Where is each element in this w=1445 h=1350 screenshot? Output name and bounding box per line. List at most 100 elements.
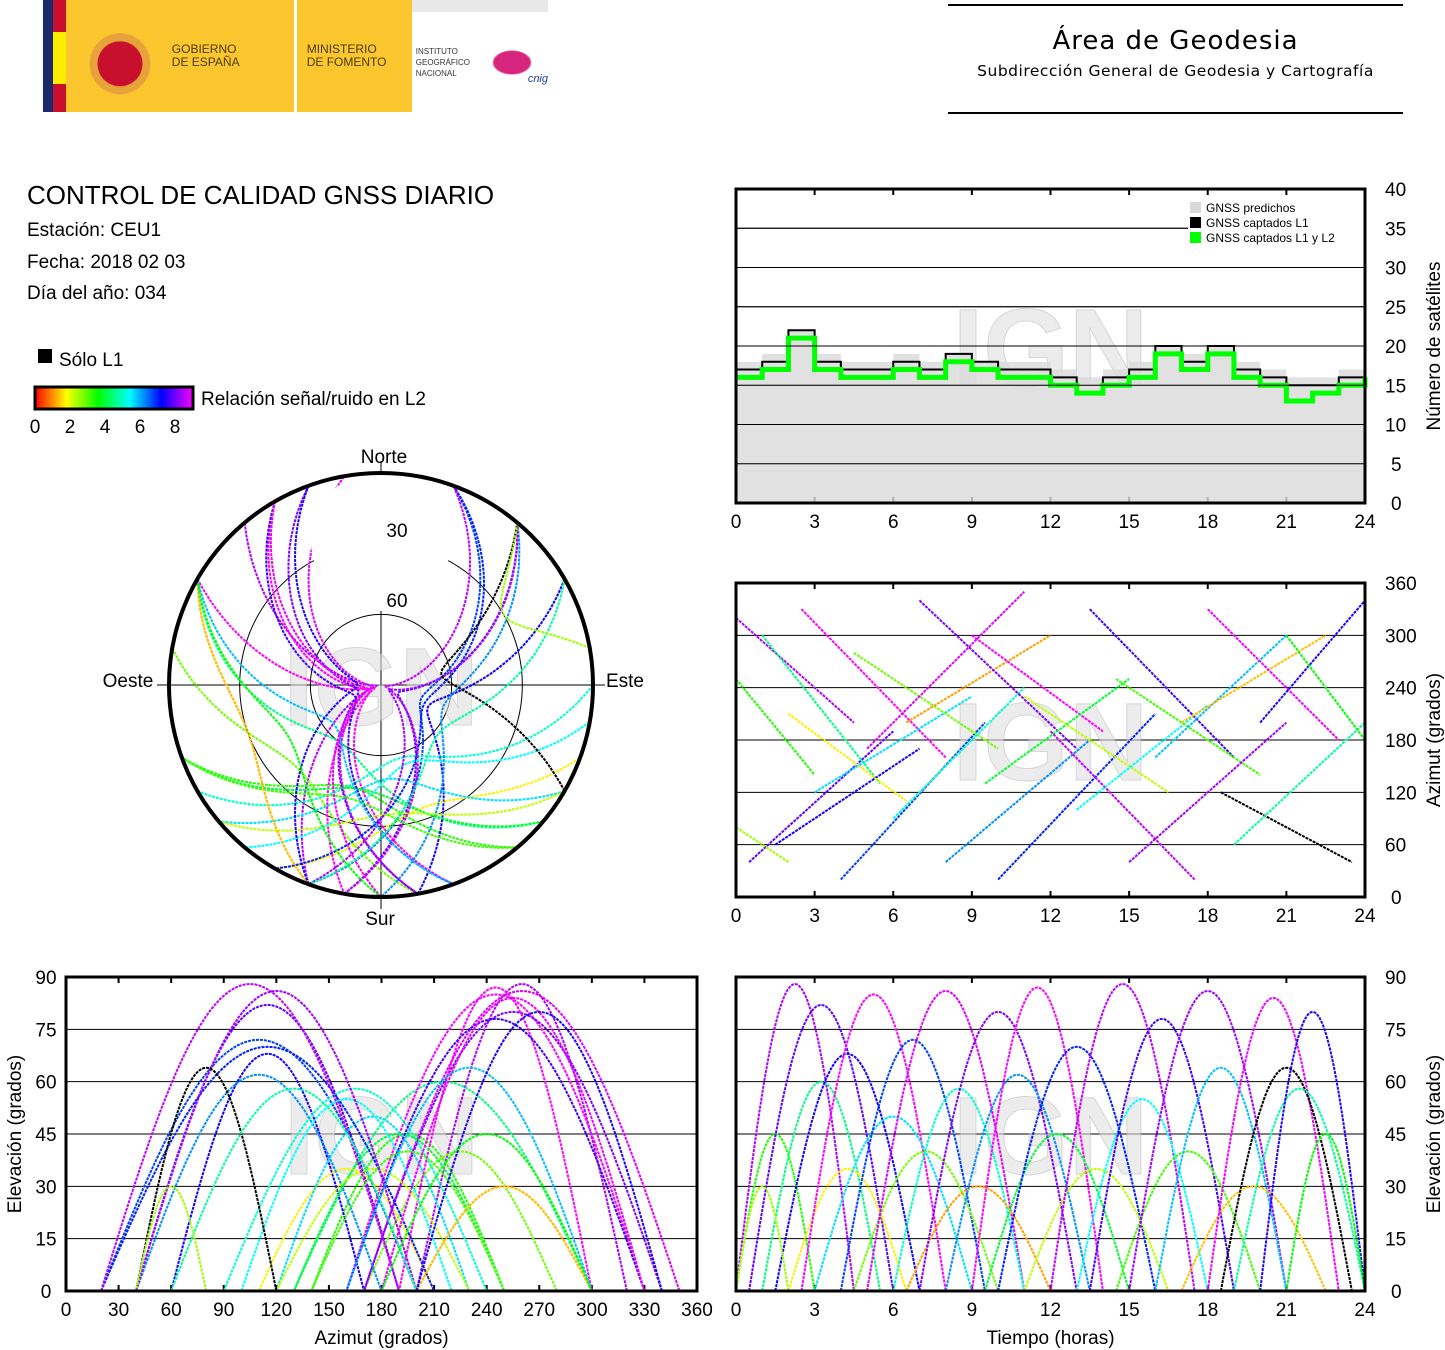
satellite-track: [1154, 1066, 1288, 1292]
satellite-track: [1128, 989, 1288, 1292]
legend-swatch: [1190, 217, 1201, 228]
x-tick-label: 210: [418, 1300, 450, 1321]
satellite-track: [135, 989, 418, 1292]
y-tick-label: 90: [1385, 968, 1406, 989]
y-tick-label: 20: [1385, 337, 1406, 358]
date-label: Fecha: 2018 02 03: [27, 252, 185, 273]
satellite-track: [196, 578, 382, 898]
report-title: CONTROL DE CALIDAD GNSS DIARIO: [27, 180, 494, 210]
x-tick-label: 60: [161, 1300, 182, 1321]
satellite-track: [918, 599, 1078, 750]
satellite-track: [1207, 608, 1340, 741]
satellite-track: [380, 1132, 593, 1292]
snr-tick: 4: [100, 417, 111, 438]
y-tick-label: 25: [1385, 298, 1406, 319]
chart-satcount: 0 5 10 15 20 25 30 35 40 0 3 6 9 12 15 18 21 24 Número de …: [731, 180, 1445, 533]
satellite-track: [135, 1185, 208, 1292]
x-tick-label: 3: [809, 512, 820, 533]
satellite-track: [1049, 982, 1196, 1292]
cnig-logo-icon: cnig: [488, 39, 548, 85]
satellite-track: [761, 634, 881, 785]
satellite-track: [839, 1038, 986, 1292]
satellite-track: [918, 1010, 1078, 1292]
satellite-track: [905, 634, 1052, 724]
satellite-track: [814, 695, 973, 794]
satellite-track: [1285, 634, 1366, 741]
solo-l1-swatch: [38, 349, 52, 363]
y-tick-label: 30: [1385, 259, 1406, 280]
chart-azimuth_time: 0 60 120 180 240 300 360 0 3 6 9 12 15 18 21 24 Azimut (…: [731, 574, 1445, 927]
satellite-track: [171, 647, 419, 895]
x-tick-label: 150: [313, 1300, 345, 1321]
satellite-track: [984, 678, 1130, 785]
ign-watermark: IGN: [283, 626, 479, 749]
plot-border: [64, 975, 699, 1293]
satellite-track: [267, 501, 454, 886]
satellite-track: [866, 590, 1026, 750]
x-tick-label: 3: [809, 906, 820, 927]
y-axis-label: Número de satélites: [1424, 262, 1445, 431]
y-tick-label: 10: [1385, 416, 1406, 437]
x-tick-label: 12: [1040, 1300, 1061, 1321]
x-tick-label: 9: [967, 512, 978, 533]
x-tick-label: 240: [471, 1300, 503, 1321]
area-subtitle: Subdirección General de Geodesia y Carto…: [977, 62, 1374, 80]
satellite-track: [269, 501, 382, 898]
satellite-track: [1259, 1010, 1366, 1292]
satellite-track: [1023, 695, 1169, 794]
satellite-track: [415, 1010, 663, 1292]
x-tick-label: 3: [809, 1300, 820, 1321]
station-label: Estación: CEU1: [27, 220, 161, 241]
satellite-track: [345, 1066, 593, 1292]
satellite-track: [944, 1073, 1091, 1292]
west-label: Oeste: [103, 671, 154, 692]
satellite-track: [1285, 1132, 1366, 1292]
ign-watermark: IGN: [953, 1075, 1149, 1198]
x-tick-label: 300: [576, 1300, 608, 1321]
legend-label: GNSS captados L1: [1206, 216, 1309, 230]
x-tick-label: 21: [1276, 1300, 1297, 1321]
satellite-track: [380, 996, 646, 1292]
satellite-track: [971, 634, 1104, 733]
satellite-track: [1089, 608, 1235, 759]
satellite-track: [196, 578, 454, 886]
satellite-track: [735, 617, 855, 724]
snr-tick: 2: [65, 417, 76, 438]
y-tick-label: 0: [1391, 1282, 1402, 1303]
satellite-track: [774, 747, 921, 846]
x-tick-label: 30: [108, 1300, 129, 1321]
y-tick-label: 30: [1385, 1177, 1406, 1198]
x-tick-label: 6: [888, 512, 899, 533]
satellite-track: [853, 651, 999, 750]
y-tick-label: 75: [35, 1020, 56, 1041]
ign-logo: INSTITUTO GEOGRÁFICO NACIONAL cnig: [411, 0, 548, 112]
x-tick-label: 15: [1119, 512, 1140, 533]
legend-swatch: [1190, 202, 1201, 213]
satellite-track: [308, 522, 519, 886]
y-tick-label: 40: [1385, 180, 1406, 201]
x-tick-label: 6: [888, 906, 899, 927]
series-line-1: [736, 329, 1366, 395]
satellite-track: [415, 1185, 593, 1292]
x-tick-label: 0: [731, 512, 742, 533]
satellite-track: [1128, 721, 1288, 863]
satellite-track: [196, 578, 544, 829]
instituto-text: INSTITUTO GEOGRÁFICO NACIONAL: [415, 46, 470, 78]
x-tick-label: 270: [523, 1300, 555, 1321]
north-hole: [311, 471, 451, 611]
satellite-track: [800, 608, 947, 759]
x-tick-label: 360: [681, 1300, 713, 1321]
satellite-track: [813, 1115, 973, 1292]
y-tick-label: 30: [35, 1177, 56, 1198]
y-tick-label: 360: [1385, 574, 1417, 595]
chart-elev_time: 0 15 30 45 60 75 90 0 3 6 9 12 15 18 21 24 Tiempo (horas…: [731, 968, 1445, 1349]
y-tick-label: 0: [41, 1282, 52, 1303]
satellite-track: [1075, 1098, 1209, 1292]
area-title: Área de Geodesia: [1052, 26, 1299, 56]
x-tick-label: 12: [1040, 906, 1061, 927]
satellite-track: [265, 501, 454, 886]
satellite-track: [310, 1150, 506, 1292]
x-tick-label: 18: [1197, 512, 1218, 533]
chart-elev_azimuth: 0 15 30 45 60 75 90 0 30 60 90 120 150 180 210 240 270 30…: [5, 968, 713, 1349]
